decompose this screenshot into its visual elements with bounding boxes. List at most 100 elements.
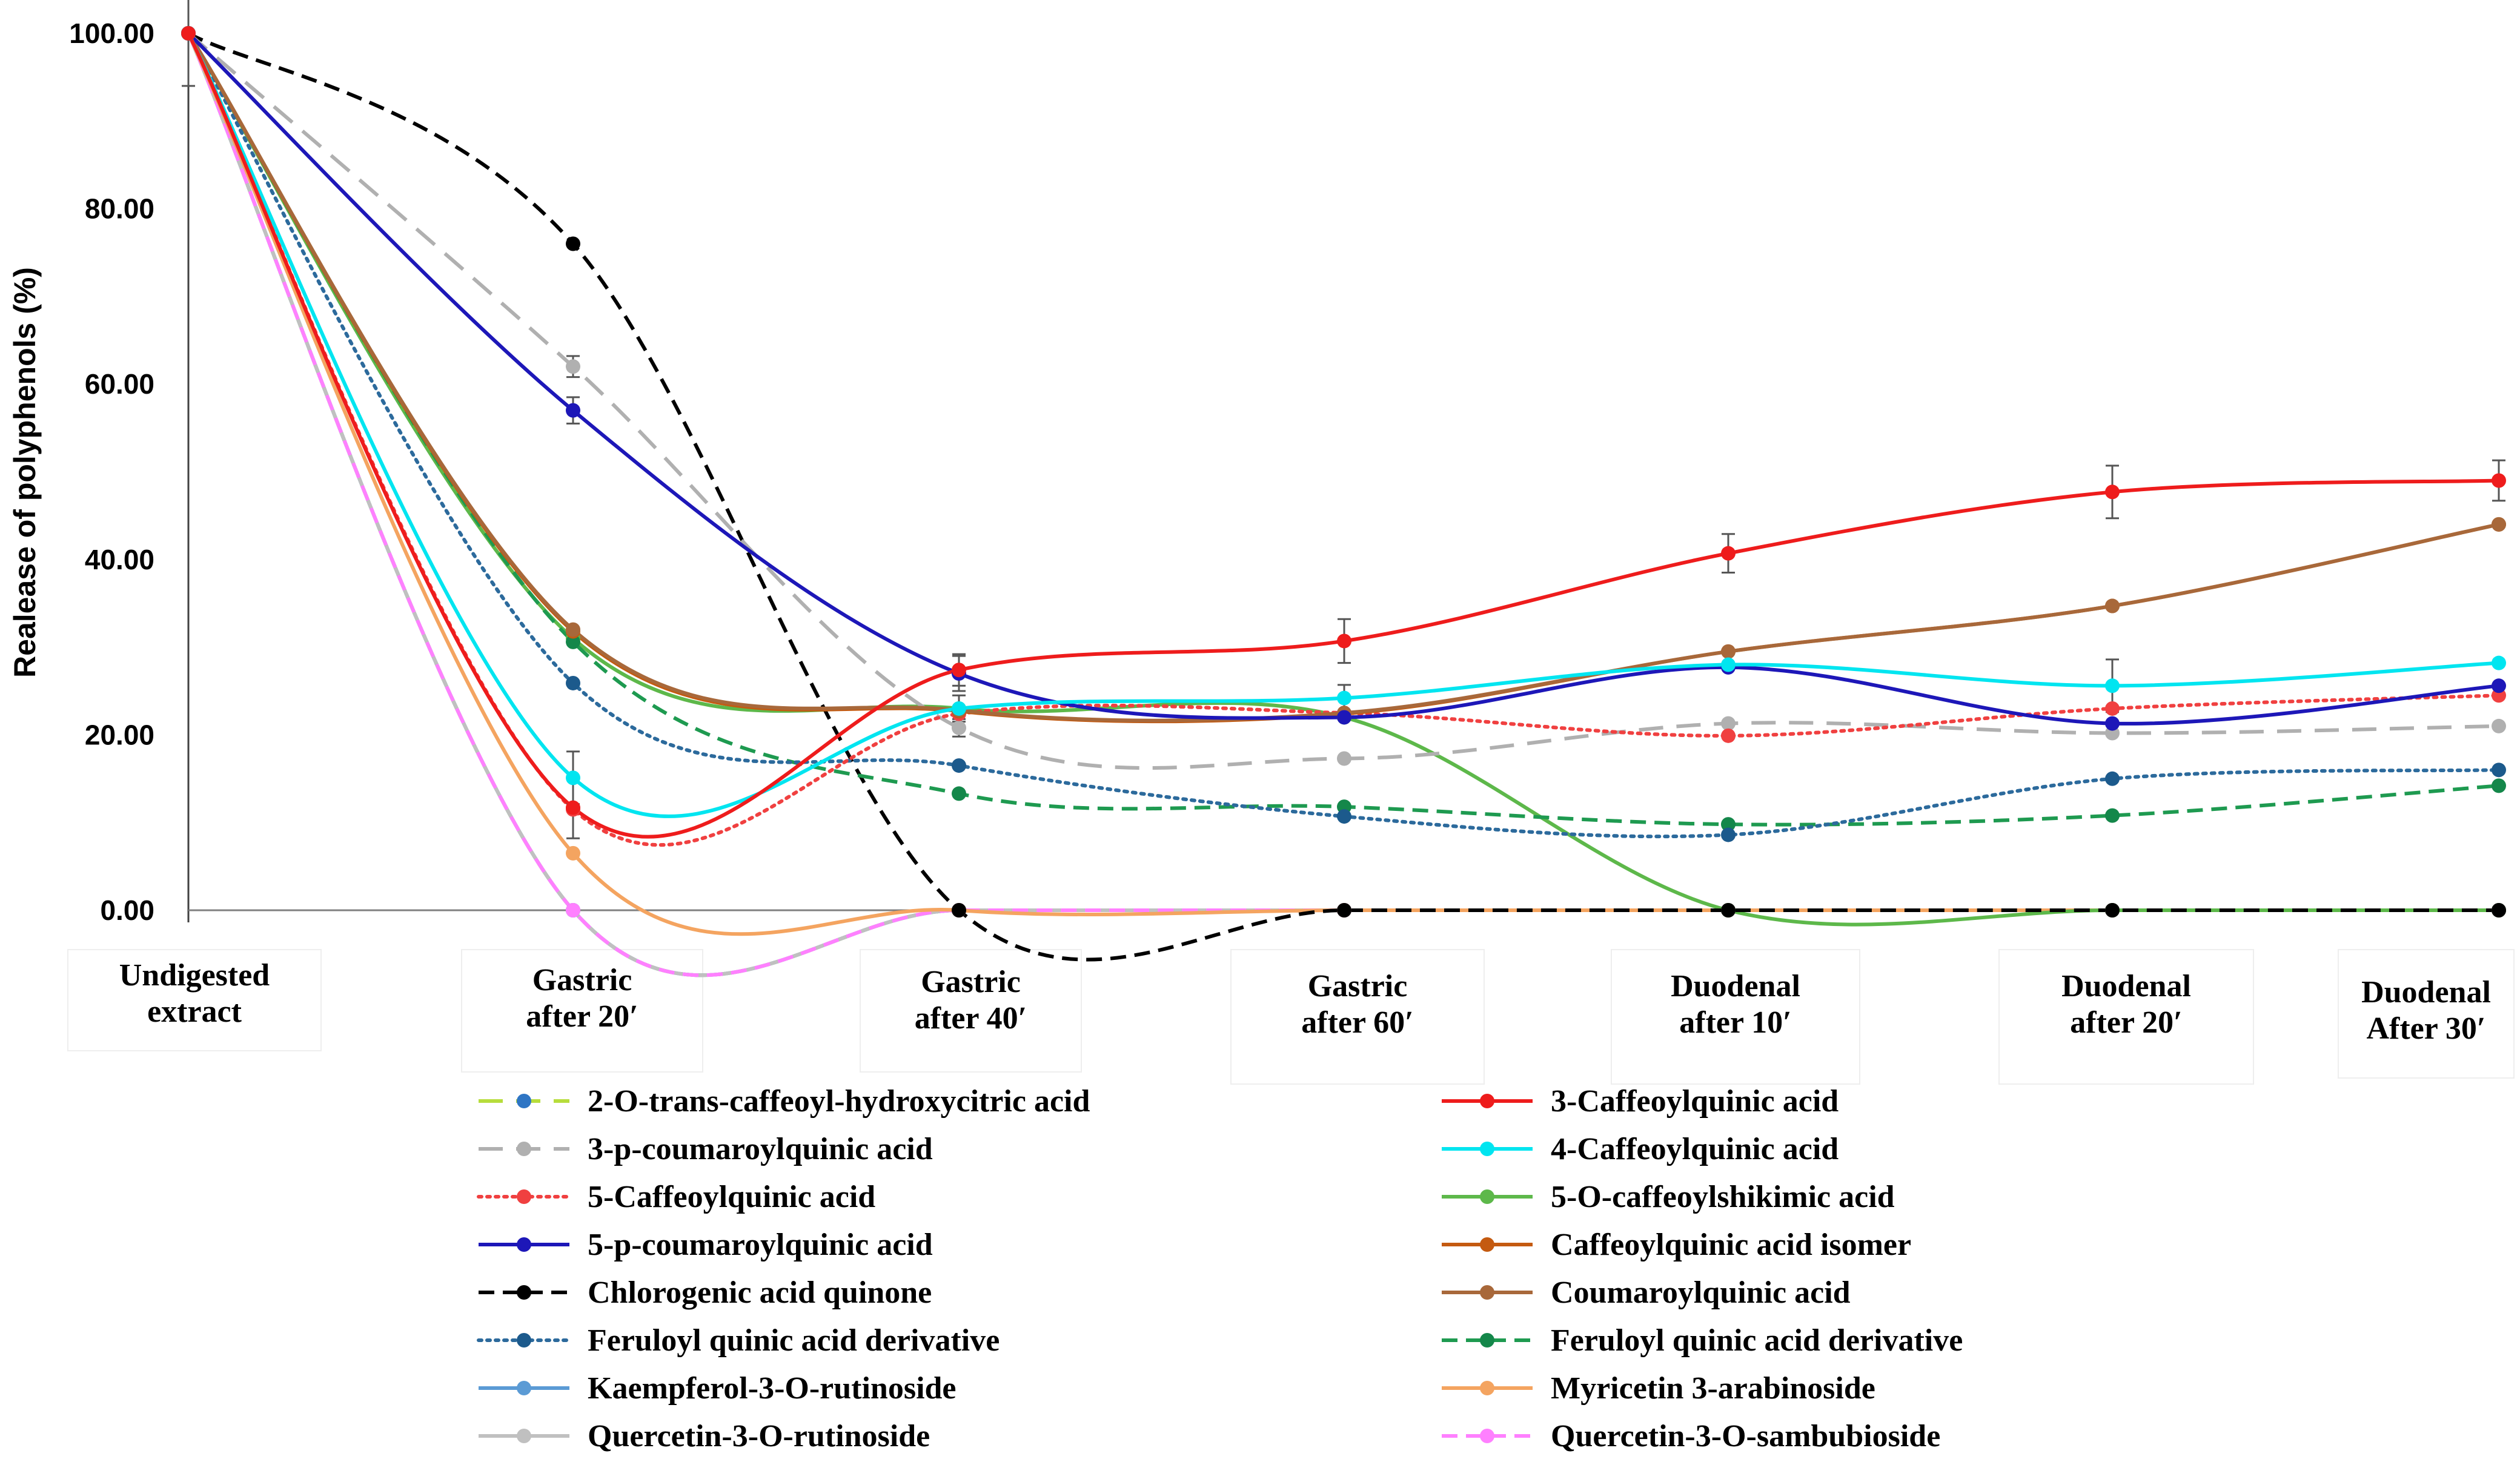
data-point-1-2: [952, 663, 966, 678]
legend-swatch-marker-8: [517, 1285, 531, 1300]
data-point-4-5: [2105, 701, 2120, 716]
x-category-label-1-line2: after 20′: [526, 999, 638, 1034]
data-point-11-4: [1721, 817, 1736, 832]
data-point-11-1: [566, 634, 580, 649]
data-point-9-6: [2492, 517, 2506, 532]
x-category-label-4-line2: after 10′: [1679, 1005, 1791, 1040]
series-line-14: [187, 32, 2499, 977]
legend-swatch-marker-11: [1480, 1333, 1494, 1348]
y-axis-title: Realease of polyphenols (%): [8, 267, 42, 678]
data-point-15-1: [566, 903, 580, 918]
legend-swatch-marker-12: [517, 1381, 531, 1395]
data-point-3-6: [2492, 655, 2506, 670]
legend-label-9: Coumaroylquinic acid: [1551, 1275, 1851, 1310]
legend-swatch-marker-9: [1480, 1285, 1494, 1300]
data-point-2-1: [566, 359, 580, 374]
data-point-2-6: [2492, 718, 2506, 733]
series-lines: [187, 31, 2501, 977]
legend-label-7: Caffeoylquinic acid isomer: [1551, 1228, 1911, 1262]
data-point-3-2: [952, 701, 966, 716]
legend-label-5: 5-O-caffeoylshikimic acid: [1551, 1180, 1895, 1214]
x-category-label-1-line1: Gastric: [532, 963, 632, 997]
legend-label-12: Kaempferol-3-O-rutinoside: [588, 1371, 957, 1406]
legend-swatch-marker-4: [517, 1189, 531, 1204]
data-point-1-0: [181, 26, 196, 41]
series-line-12: [187, 32, 2499, 977]
legend-swatch-marker-3: [1480, 1142, 1494, 1156]
legend-swatch-marker-5: [1480, 1189, 1494, 1204]
legend-label-13: Myricetin 3-arabinoside: [1551, 1371, 1875, 1406]
category-box-0: [67, 949, 322, 1051]
series-line-5: [187, 32, 2499, 927]
data-point-8-1: [566, 236, 580, 251]
y-tick-label-4: 80.00: [85, 193, 154, 225]
data-point-6-5: [2105, 716, 2120, 731]
legend-swatch-marker-10: [517, 1333, 531, 1348]
data-point-3-5: [2105, 678, 2120, 693]
series-line-13: [187, 32, 2499, 936]
data-point-4-4: [1721, 728, 1736, 743]
data-point-1-5: [2105, 484, 2120, 500]
data-point-9-1: [566, 622, 580, 637]
data-point-1-4: [1721, 546, 1736, 561]
legend-label-2: 3-p-coumaroylquinic acid: [588, 1132, 933, 1166]
series-line-15: [187, 32, 2499, 977]
legend-label-6: 5-p-coumaroylquinic acid: [588, 1228, 933, 1262]
data-point-6-3: [1337, 710, 1351, 725]
legend-label-4: 5-Caffeoylquinic acid: [588, 1180, 875, 1214]
category-box-3: [1230, 949, 1485, 1085]
data-point-11-2: [952, 786, 966, 801]
y-tick-label-0: 0.00: [100, 895, 154, 926]
data-markers: [181, 26, 2506, 918]
legend-label-8: Chlorogenic acid quinone: [588, 1275, 932, 1310]
series-line-0: [187, 32, 2499, 977]
data-point-9-4: [1721, 644, 1736, 659]
legend-swatch-marker-0: [517, 1094, 531, 1108]
y-tick-label-1: 20.00: [85, 719, 154, 750]
legend-swatch-marker-7: [1480, 1237, 1494, 1252]
data-point-1-3: [1337, 633, 1351, 649]
data-point-2-4: [1721, 716, 1736, 731]
x-category-label-2-line1: Gastric: [921, 965, 1021, 999]
data-point-1-1: [566, 800, 580, 815]
data-point-10-1: [566, 675, 580, 690]
series-line-10: [187, 31, 2501, 839]
data-point-11-6: [2492, 778, 2506, 793]
data-point-13-1: [566, 845, 580, 861]
legend: 2-O-trans-caffeoyl-hydroxycitric acid 3-C…: [477, 1084, 1963, 1453]
x-category-label-3-line1: Gastric: [1308, 969, 1408, 1004]
x-category-label-3-line2: after 60′: [1301, 1005, 1413, 1040]
data-point-8-6: [2492, 903, 2506, 918]
legend-label-3: 4-Caffeoylquinic acid: [1551, 1132, 1839, 1166]
data-point-10-6: [2492, 762, 2506, 778]
legend-label-14: Quercetin-3-O-rutinoside: [588, 1419, 930, 1453]
category-box-5: [1998, 949, 2254, 1085]
y-tick-label-2: 40.00: [85, 544, 154, 575]
data-point-10-3: [1337, 809, 1351, 824]
data-point-10-5: [2105, 771, 2120, 786]
category-box-2: [860, 949, 1082, 1073]
data-point-6-1: [566, 403, 580, 418]
axis-labels: 0.00 20.00 40.00 60.00 80.00 100.00 Realease o…: [8, 18, 2491, 1046]
legend-label-11: Feruloyl quinic acid derivative: [1551, 1323, 1963, 1358]
x-category-label-6-line2: After 30′: [2366, 1011, 2485, 1046]
data-point-8-2: [952, 903, 966, 918]
series-line-3: [187, 32, 2499, 818]
x-category-label-0-line2: extract: [147, 994, 242, 1029]
x-category-label-2-line2: after 40′: [915, 1001, 1027, 1036]
data-point-2-3: [1337, 751, 1351, 766]
data-point-3-4: [1721, 657, 1736, 672]
legend-swatch-marker-13: [1480, 1381, 1494, 1395]
legend-label-1: 3-Caffeoylquinic acid: [1551, 1084, 1839, 1119]
legend-swatch-marker-15: [1480, 1429, 1494, 1443]
legend-label-15: Quercetin-3-O-sambubioside: [1551, 1419, 1940, 1453]
data-point-10-4: [1721, 827, 1736, 842]
legend-swatch-marker-6: [517, 1237, 531, 1252]
legend-label-10: Feruloyl quinic acid derivative: [588, 1323, 1000, 1358]
category-box-4: [1611, 949, 1860, 1085]
data-point-3-3: [1337, 690, 1351, 706]
data-point-9-5: [2105, 598, 2120, 613]
data-point-2-2: [952, 720, 966, 735]
